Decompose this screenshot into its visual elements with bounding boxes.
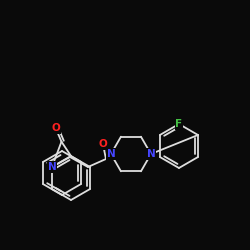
Text: O: O (98, 139, 107, 149)
Text: F: F (176, 119, 182, 129)
Text: N: N (48, 162, 56, 172)
Text: O: O (51, 123, 60, 133)
Text: N: N (146, 149, 155, 159)
Text: N: N (106, 149, 115, 159)
